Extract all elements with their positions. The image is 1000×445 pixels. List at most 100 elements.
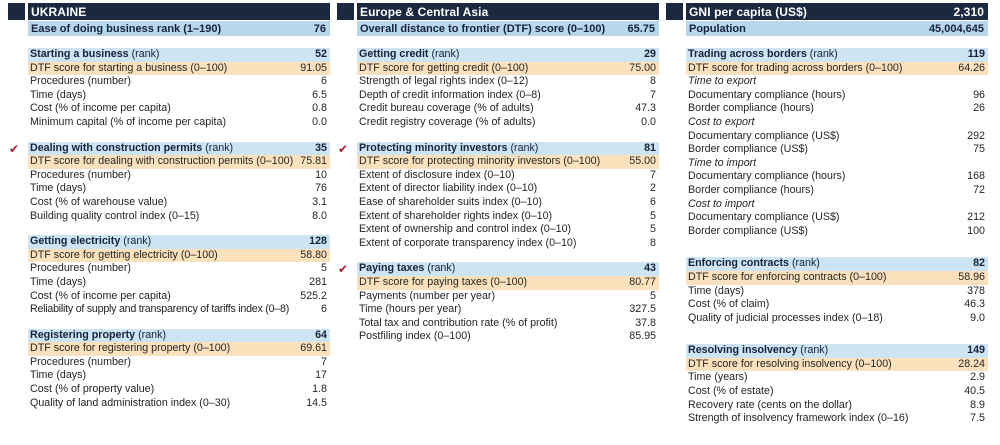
section-rank-suffix: (rank) [431, 48, 460, 60]
subgroup-label-row: Cost to import [686, 198, 988, 212]
metric-row: Procedures (number) 7 [28, 356, 330, 370]
metric-label: Border compliance (hours) [688, 102, 814, 115]
metric-row: Time (days) 6.5 [28, 89, 330, 103]
header-bar: GNI per capita (US$) 2,310 [686, 3, 988, 20]
metric-row: Border compliance (US$) 75 [686, 143, 988, 157]
metric-label: DTF score for enforcing contracts (0–100… [688, 270, 887, 283]
header-subrow-value: 45,004,645 [928, 22, 984, 35]
section-name: Getting electricity [30, 235, 121, 248]
section-rank-suffix: (rank) [131, 48, 160, 60]
topic-section: Getting electricity (rank) 128 DTF score f… [28, 235, 330, 317]
section-rank-value: 119 [967, 48, 985, 60]
section-rank-suffix: (rank) [800, 344, 829, 357]
metric-value: 8.9 [970, 398, 985, 411]
metric-value: 75.00 [629, 61, 656, 74]
section-rank-suffix: (rank) [138, 328, 167, 341]
section-title: Registering property (rank) [30, 329, 166, 343]
metric-label: Cost (% of estate) [688, 385, 774, 398]
metric-row: Cost (% of warehouse value) 3.1 [28, 196, 330, 210]
section-title: Trading across borders (rank) [688, 48, 838, 62]
metric-label: Border compliance (US$) [688, 224, 808, 237]
header-subrow-value: 76 [313, 22, 326, 35]
metric-label: Documentary compliance (hours) [688, 170, 846, 183]
metric-row: Credit registry coverage (% of adults) 0.… [357, 116, 659, 130]
metric-label: DTF score for protecting minority invest… [359, 155, 601, 168]
dtf-score-row: DTF score for resolving insolvency (0–10… [686, 357, 988, 372]
metric-row: Extent of disclosure index (0–10) 7 [357, 169, 659, 183]
metric-row: Time (years) 2.9 [686, 371, 988, 385]
metric-value: 8 [650, 75, 656, 88]
section-name: Paying taxes [359, 262, 425, 275]
section-rank-value: 64 [315, 328, 327, 341]
reform-check-icon: ✔ [338, 262, 349, 277]
metric-label: Documentary compliance (hours) [688, 88, 846, 101]
header-bar: UKRAINE [28, 3, 330, 20]
metric-row: Documentary compliance (hours) 168 [686, 170, 988, 184]
header-bar: Europe & Central Asia [357, 3, 659, 20]
section-name: Resolving insolvency [688, 344, 798, 357]
metric-label: Time (days) [30, 369, 87, 382]
metric-value: 37.8 [635, 316, 656, 329]
metric-value: 17 [315, 369, 327, 382]
topic-section: Registering property (rank) 64 DTF score f… [28, 328, 330, 411]
metric-label: Quality of judicial processes index (0–1… [688, 311, 883, 324]
metric-row: Building quality control index (0–15) 8.0 [28, 210, 330, 224]
metric-row: Payments (number per year) 5 [357, 290, 659, 304]
metric-label: Border compliance (US$) [688, 143, 808, 156]
metric-label: DTF score for paying taxes (0–100) [359, 275, 528, 288]
metric-value: 8.0 [312, 209, 327, 222]
metric-value: 6 [321, 75, 327, 88]
metric-value: 58.80 [300, 248, 327, 261]
header-title-value: 2,310 [953, 4, 984, 19]
section-rank-value: 52 [315, 48, 327, 60]
metric-value: 91.05 [300, 61, 327, 74]
metric-value: 525.2 [300, 289, 327, 302]
metric-label: Credit registry coverage (% of adults) [359, 115, 536, 128]
subgroup-label-row: Cost to export [686, 116, 988, 130]
metric-row: Documentary compliance (US$) 292 [686, 130, 988, 144]
metric-row: Procedures (number) 5 [28, 262, 330, 276]
column-indicators-1: UKRAINE Ease of doing business rank (1–19… [8, 3, 330, 445]
header-subrow: Ease of doing business rank (1–190) 76 [28, 21, 330, 36]
metric-value: 75 [973, 143, 985, 156]
metric-value: 96 [973, 88, 985, 101]
metric-row: Quality of land administration index (0–… [28, 397, 330, 411]
metric-row: Documentary compliance (US$) 212 [686, 211, 988, 225]
metric-label: Documentary compliance (US$) [688, 129, 840, 142]
metric-label: Postfiling index (0–100) [359, 330, 471, 343]
reform-check-icon: ✔ [338, 141, 349, 156]
header-subrow-label: Overall distance to frontier (DTF) score… [360, 22, 606, 35]
metric-value: 5 [650, 223, 656, 236]
section-name: Trading across borders [688, 48, 807, 60]
metric-value: 55.00 [629, 155, 656, 168]
metric-label: DTF score for getting electricity (0–100… [30, 248, 218, 261]
topic-section: ✔ Paying taxes (rank) 43 DTF score for payi… [338, 262, 659, 344]
metric-row: Cost (% of income per capita) 525.2 [28, 290, 330, 304]
metric-value: 0.0 [312, 115, 327, 128]
metric-label: DTF score for resolving insolvency (0–10… [688, 357, 892, 370]
topic-section: Getting credit (rank) 29 DTF score for get… [357, 48, 659, 130]
section-rank-value: 128 [309, 235, 327, 248]
dtf-score-row: DTF score for dealing with construction … [28, 155, 330, 169]
section-title: Resolving insolvency (rank) [688, 344, 828, 358]
metric-row: Time (hours per year) 327.5 [357, 303, 659, 317]
metric-row: Total tax and contribution rate (% of pr… [357, 317, 659, 331]
dtf-score-row: DTF score for registering property (0–10… [28, 342, 330, 356]
metric-value: 0.0 [641, 115, 656, 128]
topic-section: Resolving insolvency (rank) 149 DTF score … [686, 344, 988, 426]
metric-value: 3.1 [312, 195, 327, 208]
metric-label: Ease of shareholder suits index (0–10) [359, 195, 542, 208]
metric-label: Time (days) [30, 182, 87, 195]
metric-row: Time (days) 378 [686, 285, 988, 299]
metric-label: DTF score for registering property (0–10… [30, 342, 231, 355]
subgroup-label-row: Time to export [686, 75, 988, 89]
metric-row: Extent of corporate transparency index (… [357, 237, 659, 251]
section-title: Protecting minority investors (rank) [359, 142, 538, 156]
metric-row: Cost (% of claim) 46.3 [686, 298, 988, 312]
metric-label: Procedures (number) [30, 168, 131, 181]
topic-section: ✔ Dealing with construction permits (rank… [9, 141, 330, 224]
metric-label: Building quality control index (0–15) [30, 209, 200, 222]
topic-section: Enforcing contracts (rank) 82 DTF score fo… [686, 257, 988, 325]
dtf-score-row: DTF score for starting a business (0–100… [28, 61, 330, 76]
metric-value: 100 [967, 224, 985, 237]
